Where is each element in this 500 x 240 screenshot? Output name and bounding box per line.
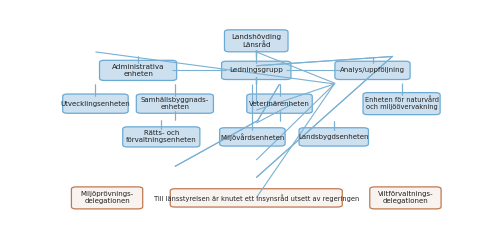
Text: Ledningsgrupp: Ledningsgrupp [230,67,283,73]
FancyBboxPatch shape [100,60,176,80]
FancyBboxPatch shape [123,127,200,147]
Text: Miljöprövnings-
delegationen: Miljöprövnings- delegationen [80,191,134,204]
Text: Analys/uppföljning: Analys/uppföljning [340,67,405,73]
FancyBboxPatch shape [170,189,342,207]
FancyBboxPatch shape [72,187,142,209]
FancyBboxPatch shape [363,93,440,115]
FancyBboxPatch shape [247,94,312,113]
Text: Administrativa
enheten: Administrativa enheten [112,64,164,77]
Text: Veterinärenheten: Veterinärenheten [249,101,310,107]
Text: Enheten för naturvård
och miljöövervakning: Enheten för naturvård och miljöövervakni… [364,97,438,110]
FancyBboxPatch shape [62,94,128,113]
FancyBboxPatch shape [220,128,285,146]
FancyBboxPatch shape [136,94,214,113]
FancyBboxPatch shape [370,187,441,209]
FancyBboxPatch shape [299,128,368,146]
Text: Utvecklingsenheten: Utvecklingsenheten [60,101,130,107]
Text: Rätts- och
förvaltningsenheten: Rätts- och förvaltningsenheten [126,130,196,144]
FancyBboxPatch shape [222,61,291,79]
FancyBboxPatch shape [335,61,410,79]
Text: Landshövding
Länsråd: Landshövding Länsråd [231,34,281,48]
Text: Miljövårdsenheten: Miljövårdsenheten [220,133,284,141]
Text: Samhällsbyggnads-
enheten: Samhällsbyggnads- enheten [141,97,209,110]
Text: Viltförvaltnings-
delegationen: Viltförvaltnings- delegationen [378,191,433,204]
Text: Landsbygdsenheten: Landsbygdsenheten [298,134,369,140]
Text: Till länsstyrelsen är knutet ett insynsråd utsett av regeringen: Till länsstyrelsen är knutet ett insynsr… [154,194,359,202]
FancyBboxPatch shape [224,30,288,52]
